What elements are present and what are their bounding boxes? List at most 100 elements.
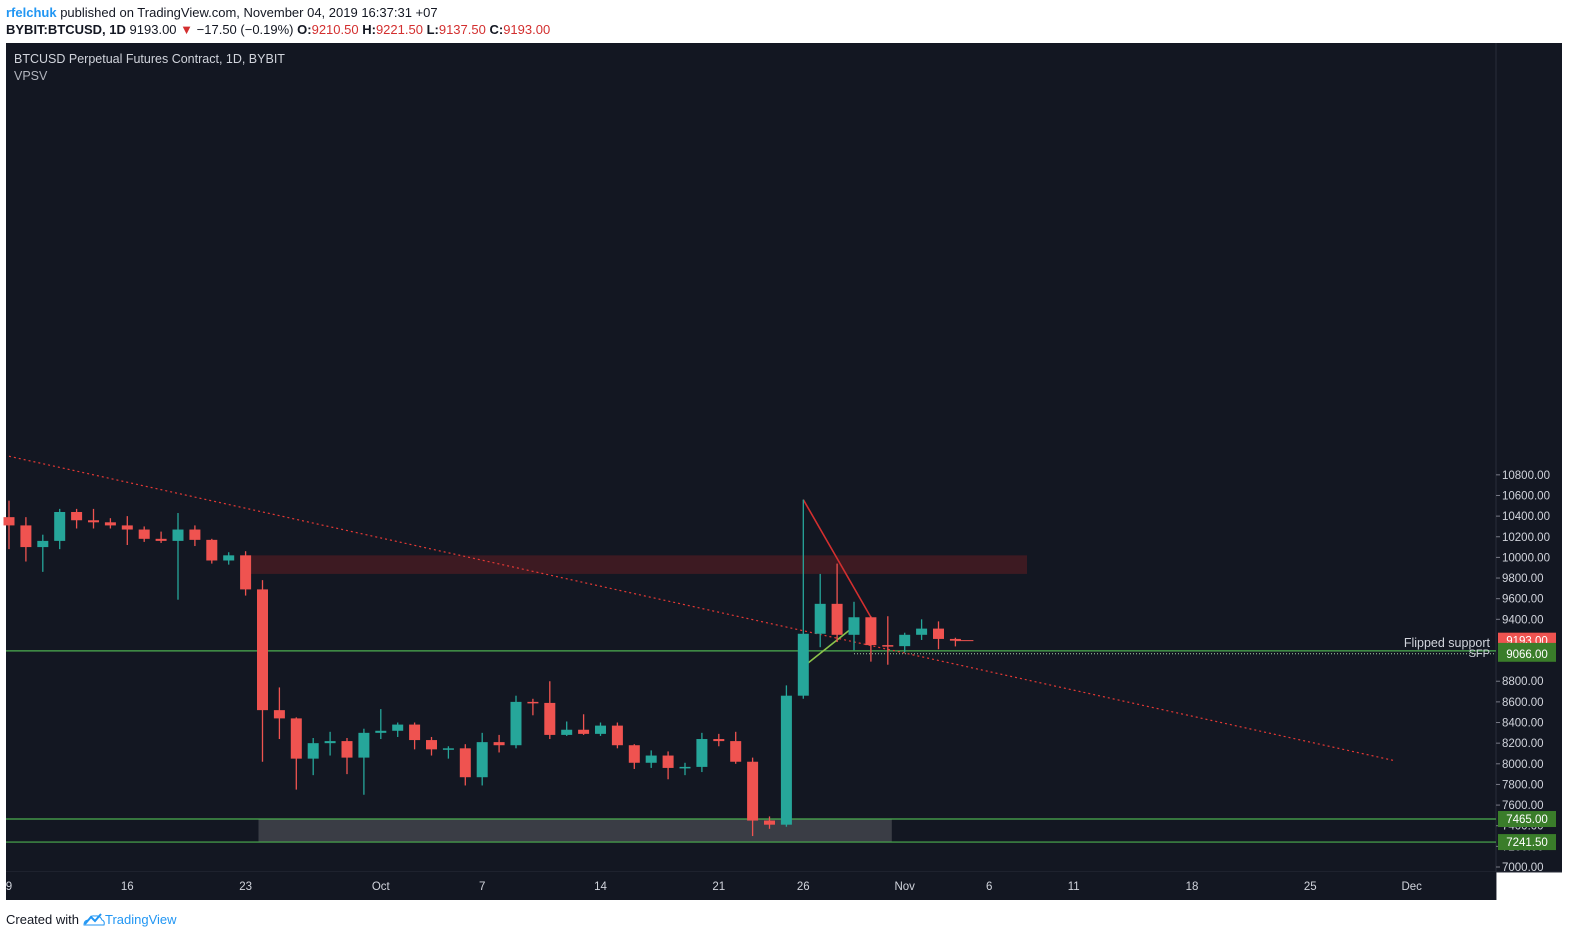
dotted-downtrend[interactable]	[8, 455, 1395, 762]
time-axis[interactable]: 9 16 23 Oct 7 14 21 26 Nov 6 11 18 25 Dec	[6, 881, 1422, 893]
author-link[interactable]: rfelchuk	[6, 5, 57, 20]
time-axis-background	[6, 872, 1496, 900]
candle-2019-09-23[interactable]	[240, 551, 252, 596]
candle-2019-09-12[interactable]	[54, 508, 66, 550]
support-zone[interactable]	[258, 819, 892, 843]
candle-2019-11-04[interactable]	[949, 637, 961, 647]
candle-2019-09-10[interactable]	[20, 517, 32, 562]
candle-body	[933, 628, 944, 639]
candle-2019-10-01[interactable]	[375, 709, 387, 740]
candle-2019-09-13[interactable]	[71, 508, 83, 529]
candle-2019-10-20[interactable]	[696, 732, 708, 773]
candle-2019-10-09[interactable]	[510, 695, 522, 749]
candle-2019-10-14[interactable]	[595, 722, 606, 736]
candle-2019-10-19[interactable]	[679, 762, 691, 776]
candle-2019-09-27[interactable]	[307, 738, 319, 776]
candle-2019-09-30[interactable]	[358, 728, 370, 795]
candle-2019-10-29[interactable]	[848, 601, 860, 651]
candle-2019-11-02[interactable]	[916, 619, 928, 640]
candle-2019-10-05[interactable]	[442, 746, 454, 759]
candle-2019-09-21[interactable]	[206, 538, 218, 564]
candle-body	[459, 748, 471, 778]
candle-2019-10-30[interactable]	[865, 616, 877, 662]
candle-body	[37, 540, 49, 548]
low-label: L:	[426, 22, 439, 37]
candle-body	[392, 724, 404, 731]
candle-2019-10-25[interactable]	[780, 685, 792, 827]
candlestick-chart[interactable]: 7000.007200.007400.007600.007800.008000.…	[0, 40, 1588, 902]
candle-2019-09-26[interactable]	[290, 717, 302, 790]
y-tick-label: 7800.00	[1502, 779, 1544, 791]
candle-2019-10-11[interactable]	[544, 681, 556, 740]
candle-body	[358, 732, 370, 758]
green-line[interactable]	[802, 625, 855, 668]
candle-2019-09-28[interactable]	[324, 731, 336, 756]
candle-2019-09-29[interactable]	[341, 738, 353, 775]
x-tick-label: 7	[479, 881, 485, 893]
x-tick-label: 14	[594, 881, 607, 893]
candle-2019-10-08[interactable]	[493, 734, 505, 753]
candle-body	[54, 511, 66, 541]
resistance-zone[interactable]	[241, 555, 1028, 574]
annotation-sfp[interactable]: SFP	[1469, 648, 1490, 660]
candle-2019-10-13[interactable]	[578, 714, 590, 735]
candle-2019-10-06[interactable]	[459, 744, 471, 786]
candle-2019-10-27[interactable]	[814, 573, 826, 648]
candle-body	[814, 603, 826, 634]
y-tick-label: 8600.00	[1502, 697, 1544, 709]
candle-body	[949, 638, 961, 641]
candle-2019-10-23[interactable]	[747, 757, 759, 837]
candle-body	[20, 525, 32, 548]
candle-2019-10-21[interactable]	[713, 733, 725, 747]
y-tick-label: 10200.00	[1502, 532, 1550, 544]
candle-body	[865, 617, 877, 646]
candle-2019-11-01[interactable]	[899, 632, 911, 653]
candle-2019-09-24[interactable]	[257, 580, 268, 762]
candle-2019-09-19[interactable]	[172, 513, 184, 600]
candle-body	[121, 525, 133, 530]
candle-2019-10-22[interactable]	[730, 731, 742, 764]
candle-body	[104, 522, 116, 526]
candle-2019-10-18[interactable]	[662, 751, 674, 780]
candle-2019-10-31[interactable]	[882, 616, 894, 665]
candle-2019-09-17[interactable]	[138, 526, 150, 542]
level-label-7465.00: 7465.00	[1498, 811, 1556, 828]
annotation-flipped-support[interactable]: Flipped support	[1404, 636, 1491, 650]
y-tick-label: 10600.00	[1502, 490, 1550, 502]
candle-2019-10-02[interactable]	[392, 722, 404, 737]
candle-body	[831, 603, 843, 635]
tradingview-logo[interactable]: TradingView	[83, 912, 177, 927]
candle-body	[442, 748, 454, 750]
candle-2019-10-03[interactable]	[409, 722, 421, 750]
candle-2019-09-18[interactable]	[155, 531, 167, 543]
candle-2019-09-16[interactable]	[121, 516, 133, 546]
candle-2019-09-09[interactable]	[3, 500, 15, 550]
candle-body	[696, 739, 708, 767]
candle-2019-10-12[interactable]	[561, 721, 573, 736]
candle-2019-10-15[interactable]	[611, 722, 623, 749]
candle-2019-09-14[interactable]	[88, 508, 99, 529]
y-tick-label: 8200.00	[1502, 738, 1544, 750]
candle-2019-11-03[interactable]	[933, 621, 944, 650]
candle-2019-10-10[interactable]	[527, 698, 539, 716]
candle-2019-10-26[interactable]	[797, 499, 809, 699]
x-tick-label: 25	[1304, 881, 1317, 893]
candle-body	[324, 741, 336, 744]
level-label-7241.50: 7241.50	[1498, 834, 1556, 851]
candle-2019-09-22[interactable]	[223, 552, 235, 565]
candle-2019-09-15[interactable]	[104, 518, 116, 529]
candle-2019-09-11[interactable]	[37, 534, 49, 572]
candle-body	[257, 589, 268, 711]
candle-2019-10-04[interactable]	[426, 736, 437, 756]
candle-2019-10-16[interactable]	[628, 744, 640, 769]
candle-2019-10-28[interactable]	[831, 563, 843, 643]
candle-2019-09-25[interactable]	[273, 687, 285, 740]
candle-2019-10-07[interactable]	[476, 732, 488, 786]
candle-2019-10-17[interactable]	[645, 750, 657, 768]
x-tick-label: 18	[1186, 881, 1199, 893]
red-line[interactable]	[802, 499, 872, 618]
candle-body	[3, 517, 15, 526]
candle-2019-09-20[interactable]	[189, 525, 201, 547]
candle-2019-10-24[interactable]	[764, 816, 775, 829]
